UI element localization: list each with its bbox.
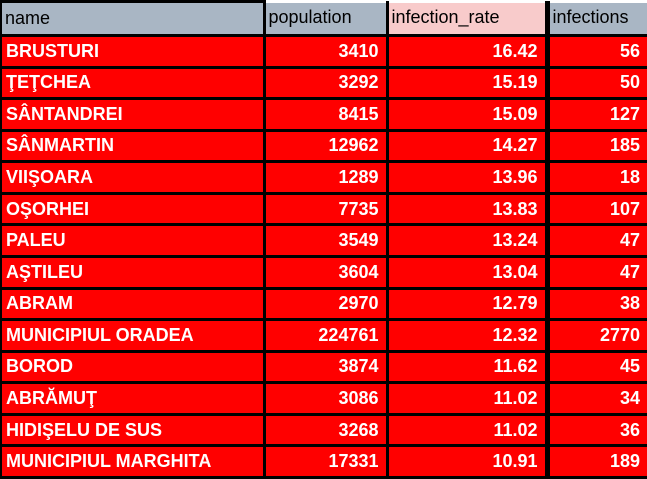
table-row: HIDIŞELU DE SUS 3268 11.02 36 (0, 412, 647, 448)
cell-infections[interactable]: 2770 (545, 318, 647, 353)
cell-infection-rate[interactable]: 15.09 (385, 97, 550, 132)
cell-population[interactable]: 1289 (262, 160, 389, 195)
cell-infection-rate[interactable]: 16.42 (385, 34, 550, 69)
cell-infection-rate[interactable]: 11.02 (385, 381, 550, 416)
cell-population[interactable]: 3086 (262, 381, 389, 416)
table-row: SÂNTANDREI 8415 15.09 127 (0, 97, 647, 132)
table-row: PALEU 3549 13.24 47 (0, 223, 647, 258)
cell-population[interactable]: 12962 (262, 128, 389, 164)
cell-name[interactable]: MUNICIPIUL ORADEA (0, 318, 266, 353)
cell-infection-rate[interactable]: 12.79 (385, 286, 550, 322)
table-row: ABRAM 2970 12.79 38 (0, 286, 647, 322)
column-header-name[interactable]: name (0, 0, 266, 37)
cell-infections[interactable]: 36 (545, 412, 647, 448)
column-header-population[interactable]: population (262, 0, 389, 37)
cell-name[interactable]: BRUSTURI (0, 34, 266, 69)
table-row: AŞTILEU 3604 13.04 47 (0, 254, 647, 290)
cell-population[interactable]: 3410 (262, 34, 389, 69)
cell-infection-rate[interactable]: 15.19 (385, 65, 550, 101)
cell-name[interactable]: ABRAM (0, 286, 266, 322)
table-body: BRUSTURI 3410 16.42 56 ŢEŢCHEA 3292 15.19 50 SÂN… (0, 34, 647, 479)
table-row: MUNICIPIUL MARGHITA 17331 10.91 189 (0, 444, 647, 479)
table-row: ABRĂMUŢ 3086 11.02 34 (0, 381, 647, 416)
cell-population[interactable]: 224761 (262, 318, 389, 353)
cell-infections[interactable]: 127 (545, 97, 647, 132)
cell-infections[interactable]: 50 (545, 65, 647, 101)
cell-infections[interactable]: 107 (545, 191, 647, 227)
cell-name[interactable]: HIDIŞELU DE SUS (0, 412, 266, 448)
cell-name[interactable]: SÂNTANDREI (0, 97, 266, 132)
cell-population[interactable]: 3549 (262, 223, 389, 258)
cell-infection-rate[interactable]: 10.91 (385, 444, 550, 479)
cell-infections[interactable]: 185 (545, 128, 647, 164)
cell-population[interactable]: 17331 (262, 444, 389, 479)
cell-population[interactable]: 3874 (262, 349, 389, 385)
cell-infection-rate[interactable]: 14.27 (385, 128, 550, 164)
table-row: VIIŞOARA 1289 13.96 18 (0, 160, 647, 195)
cell-infection-rate[interactable]: 13.04 (385, 254, 550, 290)
cell-infection-rate[interactable]: 13.83 (385, 191, 550, 227)
cell-name[interactable]: OŞORHEI (0, 191, 266, 227)
cell-infection-rate[interactable]: 13.96 (385, 160, 550, 195)
cell-infection-rate[interactable]: 12.32 (385, 318, 550, 353)
header-row: name population infection_rate infection… (0, 0, 647, 37)
table-row: MUNICIPIUL ORADEA 224761 12.32 2770 (0, 318, 647, 353)
cell-infections[interactable]: 47 (545, 254, 647, 290)
cell-name[interactable]: MUNICIPIUL MARGHITA (0, 444, 266, 479)
cell-name[interactable]: ŢEŢCHEA (0, 65, 266, 101)
cell-population[interactable]: 3604 (262, 254, 389, 290)
cell-name[interactable]: VIIŞOARA (0, 160, 266, 195)
cell-infections[interactable]: 189 (545, 444, 647, 479)
cell-population[interactable]: 3268 (262, 412, 389, 448)
cell-population[interactable]: 3292 (262, 65, 389, 101)
cell-infections[interactable]: 18 (545, 160, 647, 195)
cell-population[interactable]: 2970 (262, 286, 389, 322)
cell-infection-rate[interactable]: 13.24 (385, 223, 550, 258)
cell-infections[interactable]: 34 (545, 381, 647, 416)
cell-infection-rate[interactable]: 11.02 (385, 412, 550, 448)
table-row: SÂNMARTIN 12962 14.27 185 (0, 128, 647, 164)
cell-name[interactable]: AŞTILEU (0, 254, 266, 290)
cell-population[interactable]: 8415 (262, 97, 389, 132)
cell-name[interactable]: PALEU (0, 223, 266, 258)
cell-infections[interactable]: 38 (545, 286, 647, 322)
table-row: BOROD 3874 11.62 45 (0, 349, 647, 385)
cell-population[interactable]: 7735 (262, 191, 389, 227)
column-header-infections[interactable]: infections (545, 0, 647, 37)
table-row: ŢEŢCHEA 3292 15.19 50 (0, 65, 647, 101)
cell-infections[interactable]: 45 (545, 349, 647, 385)
table-row: OŞORHEI 7735 13.83 107 (0, 191, 647, 227)
cell-infections[interactable]: 47 (545, 223, 647, 258)
cell-name[interactable]: BOROD (0, 349, 266, 385)
cell-infection-rate[interactable]: 11.62 (385, 349, 550, 385)
table-row: BRUSTURI 3410 16.42 56 (0, 34, 647, 69)
cell-infections[interactable]: 56 (545, 34, 647, 69)
cell-name[interactable]: SÂNMARTIN (0, 128, 266, 164)
cell-name[interactable]: ABRĂMUŢ (0, 381, 266, 416)
column-header-infection-rate[interactable]: infection_rate (385, 0, 550, 37)
